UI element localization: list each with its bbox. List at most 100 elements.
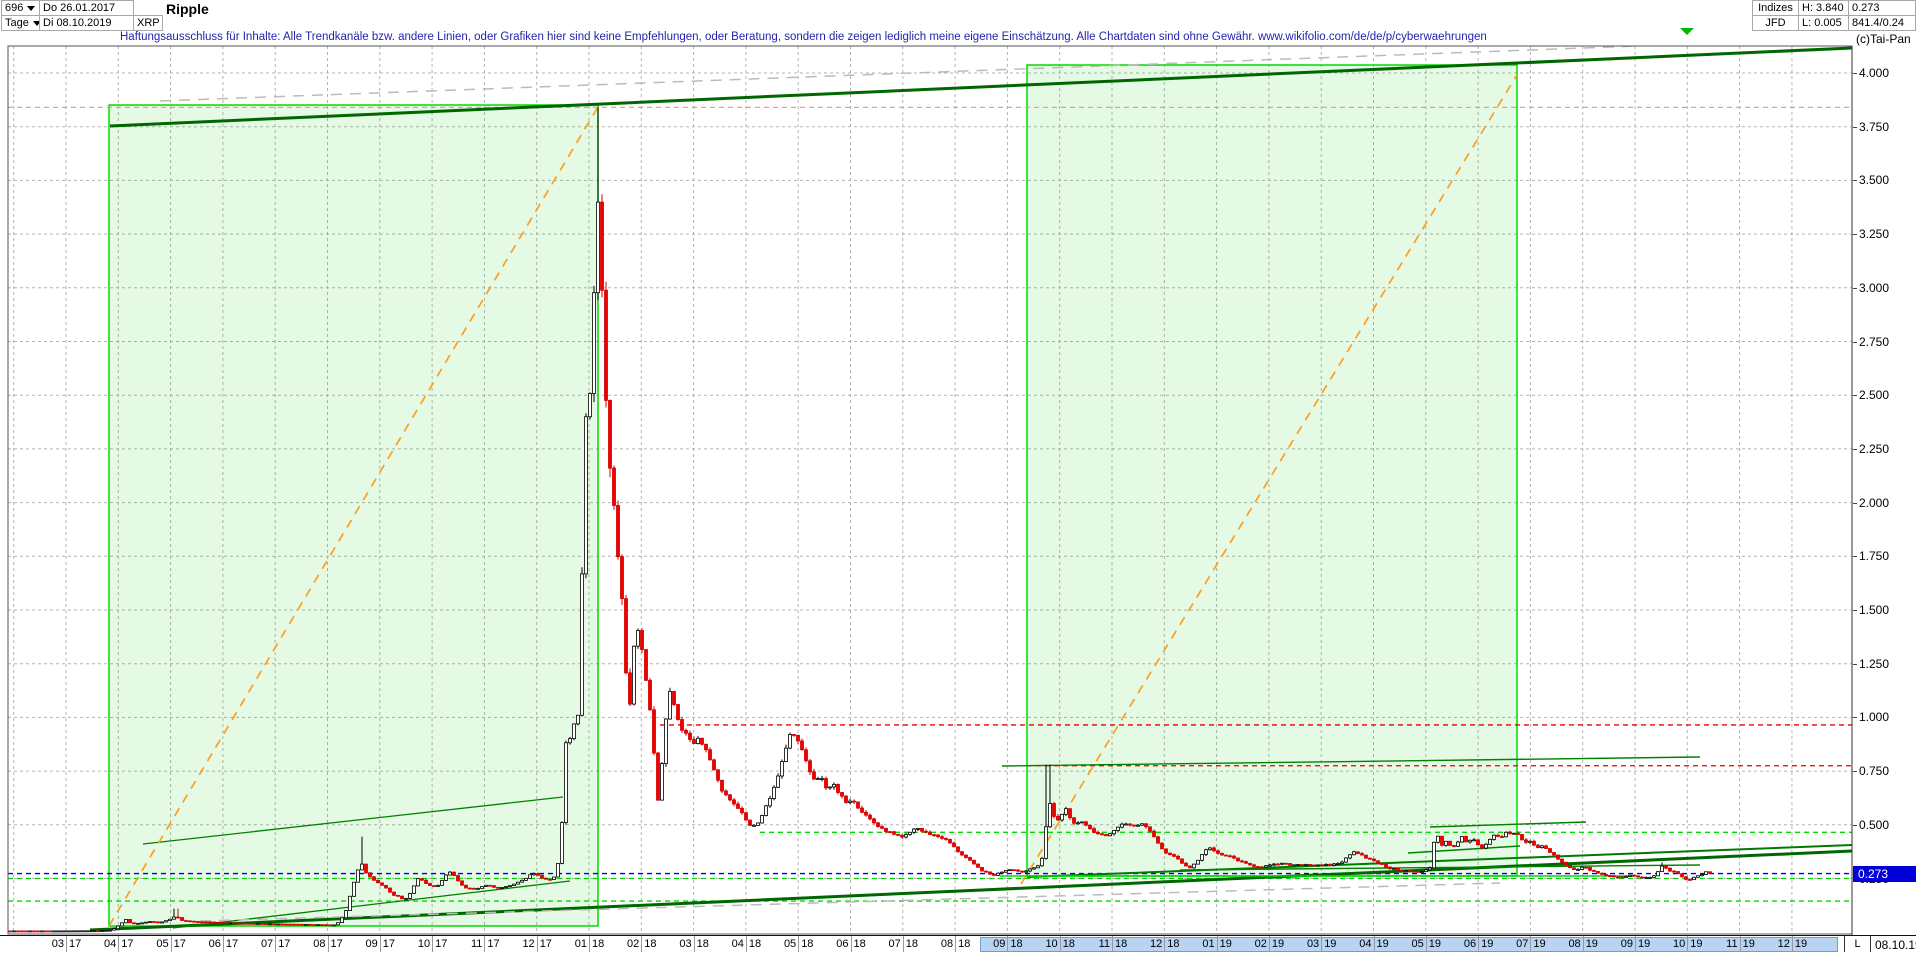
y-axis-label: 3.250 <box>1859 227 1890 242</box>
x-axis-label: 18 <box>1062 938 1075 950</box>
x-axis-tick <box>1791 936 1793 952</box>
x-axis-label: 04 <box>731 938 744 950</box>
info-cell-low: L: 0.005 <box>1798 15 1849 31</box>
x-axis-tick <box>1425 936 1427 952</box>
y-axis-label: 1.500 <box>1859 603 1890 617</box>
low-value: L: 0.005 <box>1802 17 1842 29</box>
x-axis-label: 02 <box>627 938 640 950</box>
x-axis-tick <box>1373 936 1375 952</box>
x-axis-label: 18 <box>801 938 814 950</box>
date-from-value: Do 26.01.2017 <box>43 2 116 14</box>
chevron-down-icon <box>32 20 41 26</box>
x-axis-tick <box>1321 936 1323 952</box>
x-axis-label: 11 <box>1726 938 1738 950</box>
y-axis-tick <box>1853 234 1857 236</box>
date-to-value: Di 08.10.2019 <box>43 17 112 29</box>
info-cell-indizes: Indizes <box>1752 0 1799 16</box>
x-axis-tick <box>379 936 381 952</box>
x-axis-tick <box>1112 936 1113 952</box>
chevron-down-icon <box>27 5 36 11</box>
x-axis-tick <box>641 936 643 952</box>
date-from-field[interactable]: Do 26.01.2017 <box>39 0 134 16</box>
date-axis: 03 17 04 17 05 17 06 17 07 17 08 17 09 17 10 17 11 17 12 17… <box>0 935 1916 953</box>
x-axis-tick <box>1007 936 1009 952</box>
x-axis-label: 19 <box>1219 938 1232 950</box>
x-axis-label: 19 <box>1585 938 1598 950</box>
current-date-label: 08.10.19 <box>1875 938 1916 952</box>
extra-value: 841.4/0.24 <box>1852 17 1904 29</box>
orange-diagonal-2 <box>1020 74 1518 885</box>
x-axis-tick <box>170 936 172 952</box>
x-axis-label: 11 <box>1098 938 1110 950</box>
trendline-gray-lower <box>199 882 1501 922</box>
x-axis-label: 09 <box>1620 938 1633 950</box>
x-axis-label: 18 <box>905 938 919 950</box>
x-axis-label: 17 <box>69 938 82 950</box>
last-value: 0.273 <box>1852 2 1880 14</box>
bars-count-value: 696 <box>5 2 24 14</box>
x-axis-label: 08 <box>313 938 326 950</box>
x-axis-label: 06 <box>1463 938 1477 950</box>
y-axis-label: 2.500 <box>1859 388 1890 403</box>
y-axis-label: 2.750 <box>1859 334 1890 349</box>
x-axis-label: 10 <box>1673 938 1686 950</box>
y-axis-tick <box>1853 180 1857 182</box>
y-axis-label: 1.000 <box>1859 710 1890 725</box>
x-axis-label: 08 <box>1568 938 1581 950</box>
x-axis-label: 03 <box>1306 938 1320 950</box>
x-axis-tick <box>1739 936 1741 952</box>
period-dropdown[interactable]: Tage <box>1 15 41 31</box>
last-price-badge: 0.273 <box>1853 865 1916 882</box>
high-value: H: 3.840 <box>1802 2 1844 14</box>
x-axis-label: 12 <box>522 938 535 950</box>
x-axis-label: 12 <box>1777 938 1790 950</box>
x-axis-label: 19 <box>1690 938 1703 950</box>
x-axis-label: 17 <box>330 938 343 950</box>
x-axis-label: 19 <box>1481 938 1494 950</box>
trend-channel-2017 <box>108 104 599 927</box>
x-axis-label: 12 <box>1150 938 1163 950</box>
x-axis-tick <box>1530 936 1532 952</box>
x-axis-label: 18 <box>1115 938 1128 950</box>
y-axis-tick <box>1853 126 1857 128</box>
x-axis-tick <box>432 936 434 952</box>
x-axis-label: 07 <box>888 938 901 950</box>
x-axis-label: 18 <box>644 938 657 950</box>
x-axis-label: 18 <box>1167 938 1180 950</box>
x-axis-tick <box>955 936 957 952</box>
x-axis-label: 18 <box>853 938 866 950</box>
y-axis-label: 3.500 <box>1859 173 1890 188</box>
copyright-label: (c)Tai-Pan <box>1856 32 1911 46</box>
trendline-mid-support <box>1026 844 1852 878</box>
x-axis-tick <box>118 936 120 952</box>
y-axis-tick <box>1853 395 1857 397</box>
x-axis-tick <box>327 936 329 952</box>
y-axis-label: 2.250 <box>1859 441 1890 456</box>
x-axis-label: 17 <box>382 938 396 950</box>
x-axis-label: 18 <box>696 938 709 950</box>
date-to-field[interactable]: Di 08.10.2019 <box>39 15 134 31</box>
trendline-support-030 <box>1179 864 1701 871</box>
y-axis-label: 3.750 <box>1859 119 1890 134</box>
y-axis-label: 4.000 <box>1859 66 1890 80</box>
x-axis-label: 06 <box>836 938 849 950</box>
trendline-upper-major <box>109 46 1852 128</box>
info-cell-extra: 841.4/0.24 <box>1848 15 1916 31</box>
trendline-mini-channel-upper <box>1429 821 1587 828</box>
x-axis-label: 01 <box>1202 938 1215 950</box>
x-axis-tick <box>589 936 590 952</box>
x-axis-tick <box>484 936 486 952</box>
range-l-button[interactable]: L <box>1844 936 1871 952</box>
x-axis-label: 05 <box>1411 938 1424 950</box>
symbol-label: XRP <box>133 15 163 31</box>
x-axis-label: 02 <box>1254 938 1267 950</box>
x-axis-tick <box>275 936 277 952</box>
x-axis-label: 01 <box>574 938 587 950</box>
x-axis-label: 05 <box>156 938 169 950</box>
y-axis-label: 1.750 <box>1859 549 1890 564</box>
x-axis-label: 18 <box>958 938 971 950</box>
indizes-label: Indizes <box>1758 2 1793 14</box>
x-axis-tick <box>1635 936 1636 952</box>
x-axis-label: 03 <box>679 938 692 950</box>
